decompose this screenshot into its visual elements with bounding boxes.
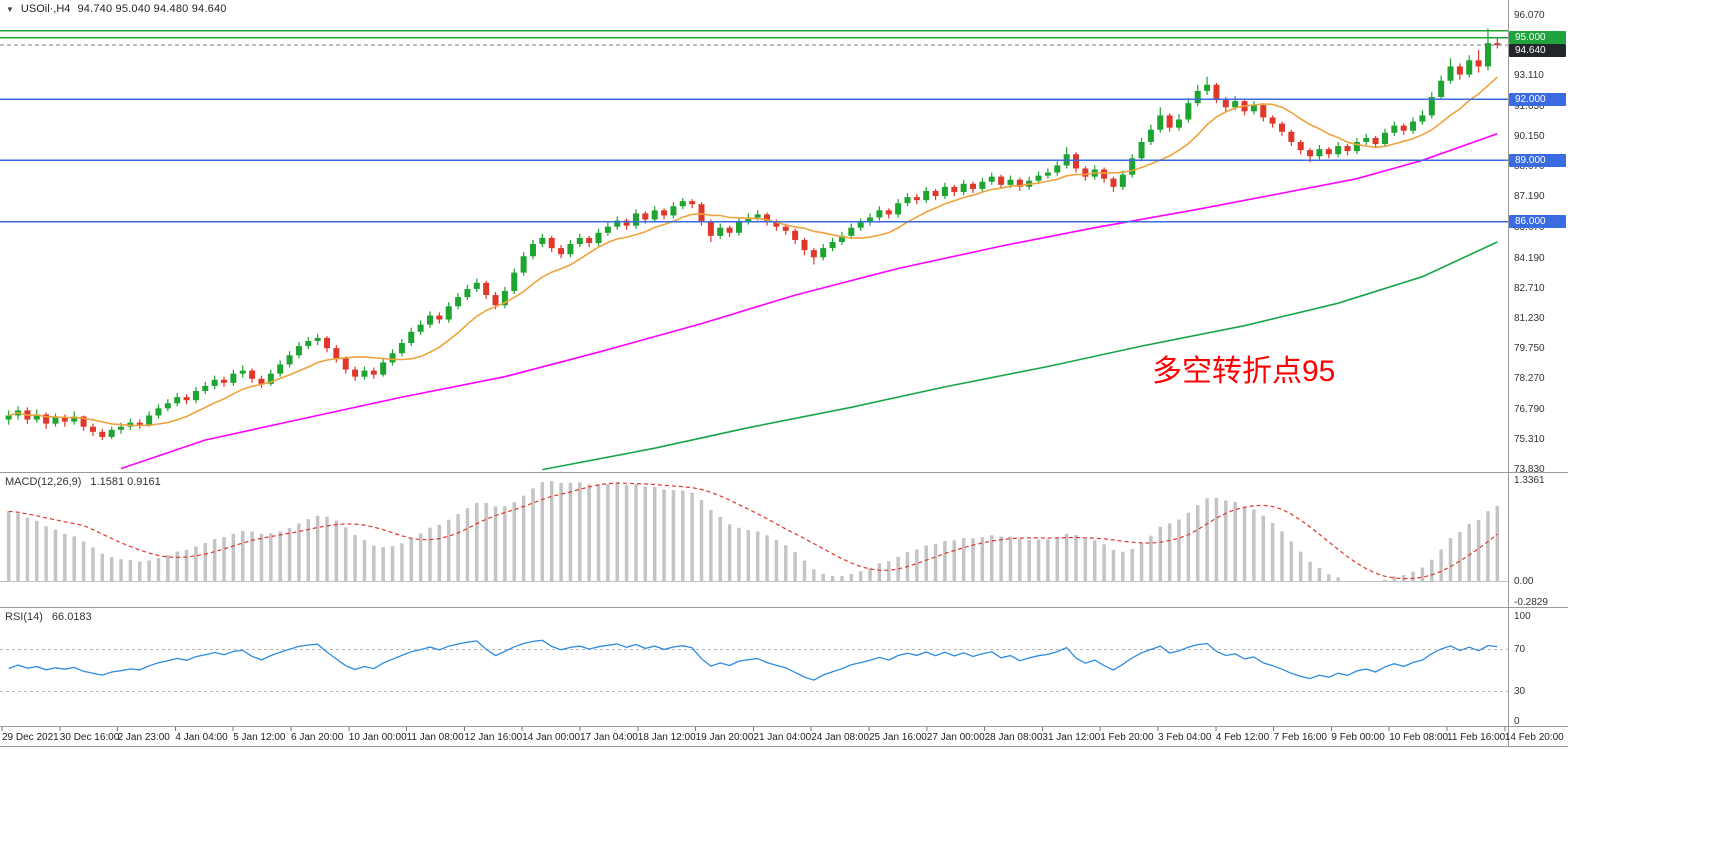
rsi-line — [8, 639, 1498, 681]
time-label: 31 Jan 12:00 — [1042, 732, 1101, 743]
ma-slow-green — [542, 241, 1498, 471]
time-label: 12 Jan 16:00 — [464, 732, 523, 743]
symbol-period-label: USOil·,H4 — [20, 3, 71, 15]
indicator-axis-label: -0.2829 — [1514, 597, 1548, 608]
price-tick: 87.190 — [1514, 191, 1545, 203]
time-label: 11 Jan 08:00 — [406, 732, 464, 743]
time-label: 28 Jan 08:00 — [984, 732, 1043, 743]
chart-collapse-icon[interactable]: ▼ — [6, 4, 14, 14]
macd-values: 1.1581 0.9161 — [90, 476, 161, 488]
rsi-indicator-label: RSI(14) 66.0183 — [5, 611, 92, 623]
price-tick: 75.310 — [1514, 433, 1545, 445]
price-tag-89.000: 89.000 — [1509, 153, 1566, 167]
time-label: 14 Feb 20:00 — [1504, 732, 1564, 743]
price-tag-95.000: 95.000 — [1509, 31, 1566, 45]
macd-histogram — [6, 481, 1500, 582]
time-label: 5 Jan 12:00 — [233, 732, 286, 743]
time-label: 9 Feb 00:00 — [1331, 732, 1385, 743]
price-tick: 78.270 — [1514, 373, 1545, 385]
time-label: 1 Feb 20:00 — [1100, 732, 1154, 743]
time-label: 10 Feb 08:00 — [1389, 732, 1449, 743]
time-axis[interactable]: 29 Dec 2021 30 Dec 16:00 2 Jan 23:00 4 Jan … — [0, 727, 1580, 747]
price-tag-92.000: 92.000 — [1509, 92, 1566, 106]
time-label: 24 Jan 08:00 — [811, 732, 870, 743]
time-label: 7 Feb 16:00 — [1273, 732, 1327, 743]
time-label: 17 Jan 04:00 — [580, 732, 638, 743]
price-tick: 73.830 — [1514, 464, 1545, 475]
price-tick: 84.190 — [1514, 252, 1545, 264]
price-tick: 96.070 — [1514, 10, 1545, 21]
time-label: 6 Jan 20:00 — [291, 732, 344, 743]
price-axis[interactable]: 96.07093.11091.63090.15088.67087.19085.6… — [1508, 0, 1570, 747]
indicator-axis-label: 1.3361 — [1514, 475, 1545, 486]
price-tick: 93.110 — [1514, 70, 1544, 82]
time-label: 29 Dec 2021 — [2, 732, 59, 743]
chart-canvas[interactable] — [0, 0, 1570, 747]
indicator-axis-label: 0.00 — [1514, 575, 1534, 587]
quote-ohlc-label: 94.740 95.040 94.480 94.640 — [77, 3, 227, 15]
time-label: 4 Feb 12:00 — [1215, 732, 1270, 743]
price-tick: 76.790 — [1514, 403, 1545, 415]
price-tick: 90.150 — [1514, 130, 1545, 142]
time-label: 3 Feb 04:00 — [1158, 732, 1212, 743]
time-label: 25 Jan 16:00 — [869, 732, 927, 743]
price-tick: 81.230 — [1514, 312, 1545, 324]
time-label: 11 Feb 16:00 — [1447, 732, 1506, 743]
price-tag-94.640: 94.640 — [1509, 44, 1566, 58]
time-label: 18 Jan 12:00 — [637, 732, 696, 743]
time-label: 4 Jan 04:00 — [175, 732, 228, 743]
macd-signal-line — [8, 482, 1498, 580]
time-label: 2 Jan 23:00 — [117, 732, 170, 743]
time-label: 30 Dec 16:00 — [59, 732, 120, 743]
indicator-axis-label: 70 — [1514, 643, 1526, 655]
macd-indicator-label: MACD(12,26,9) 1.1581 0.9161 — [5, 476, 161, 488]
rsi-name: RSI(14) — [5, 611, 43, 623]
price-tick: 82.710 — [1514, 282, 1545, 294]
indicator-axis-label: 100 — [1514, 611, 1531, 622]
time-label: 19 Jan 20:00 — [695, 732, 754, 743]
chart-header: ▼ USOil·,H4 94.740 95.040 94.480 94.640 — [6, 3, 227, 15]
candles-group — [5, 28, 1501, 440]
rsi-value: 66.0183 — [51, 611, 92, 623]
indicator-axis-label: 0 — [1514, 716, 1520, 727]
price-tick: 91.630 — [1514, 100, 1545, 112]
chart-annotation: 多空转折点95 — [1152, 355, 1336, 388]
macd-name: MACD(12,26,9) — [5, 476, 82, 488]
indicator-axis-label: 30 — [1514, 685, 1526, 697]
ma-fast-orange — [8, 76, 1498, 427]
time-label: 21 Jan 04:00 — [753, 732, 812, 743]
time-label: 27 Jan 00:00 — [926, 732, 985, 743]
price-tag-86.000: 86.000 — [1509, 215, 1566, 229]
ma-mid-magenta — [120, 133, 1498, 470]
price-tick: 79.750 — [1514, 343, 1545, 355]
time-label: 14 Jan 00:00 — [522, 732, 581, 743]
time-label: 10 Jan 00:00 — [348, 732, 407, 743]
